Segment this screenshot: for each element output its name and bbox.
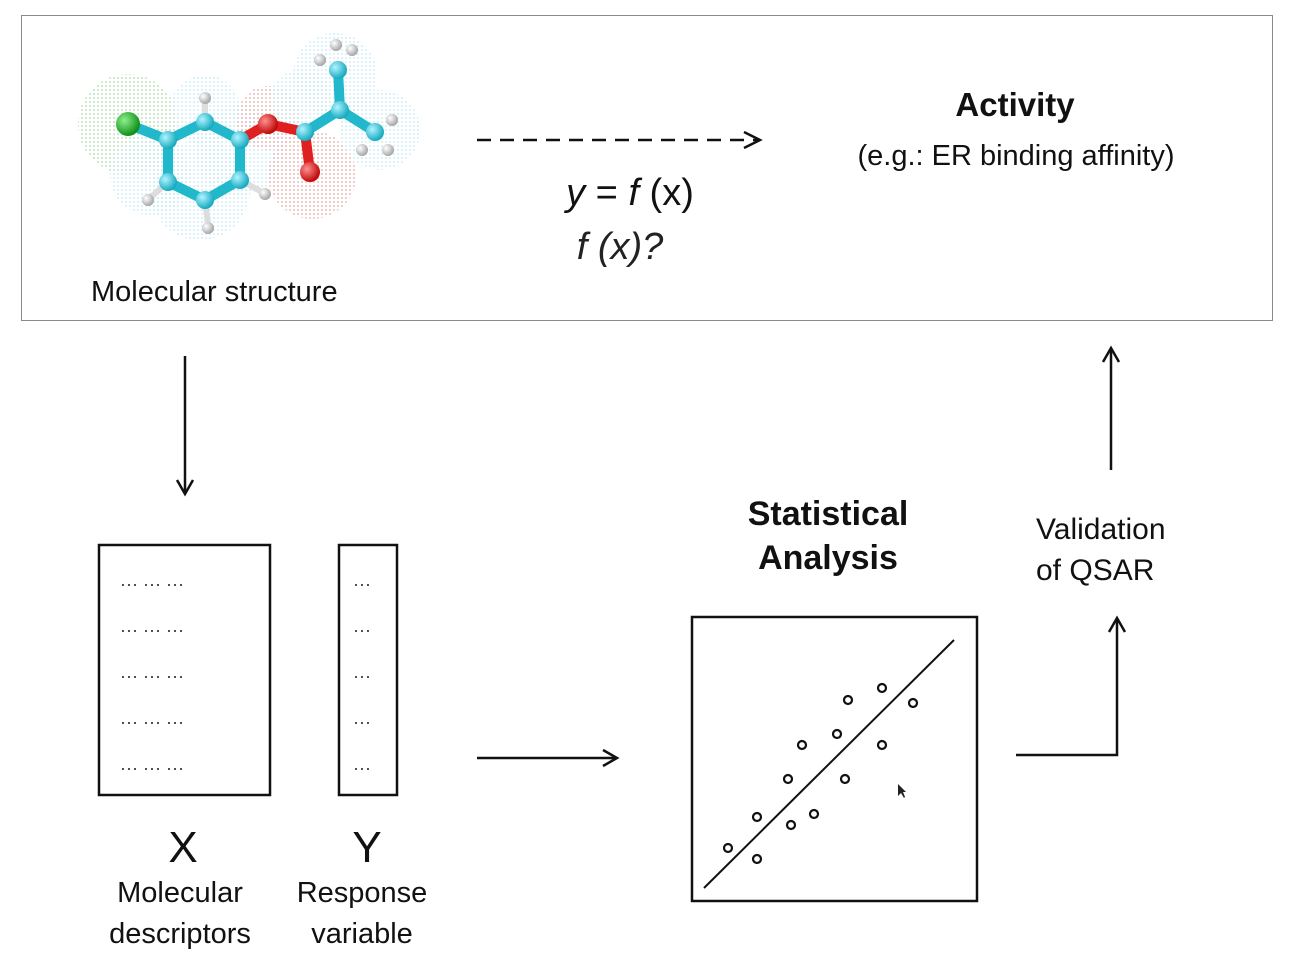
hydrogen-atom — [386, 114, 398, 126]
svg-text:···: ··· — [353, 666, 371, 686]
x-label-line-2: descriptors — [109, 918, 251, 950]
validation-label: Validation of QSAR — [1036, 509, 1166, 591]
activity-title: Activity — [955, 86, 1075, 123]
matrix-x-letter: X — [168, 823, 198, 872]
scatter-point — [907, 697, 919, 709]
mouse-cursor-icon — [898, 784, 906, 798]
equation-line-1: y = f (x) — [520, 172, 740, 215]
chlorine-atom — [116, 112, 140, 136]
svg-text:···: ··· — [353, 620, 371, 640]
hydrogen-atom — [142, 194, 154, 206]
stat-line-1: Statistical — [747, 495, 909, 533]
scatter-point — [796, 739, 808, 751]
scatter-point — [876, 682, 888, 694]
scatter-point — [722, 842, 734, 854]
svg-text:···: ··· — [353, 574, 371, 594]
svg-text:··· ··· ···: ··· ··· ··· — [120, 758, 184, 778]
dashed-arrow — [477, 130, 763, 150]
equation-line-2: f (x)? — [576, 226, 664, 268]
carbon-atom — [366, 123, 384, 141]
y-label-line-2: variable — [311, 918, 413, 950]
carbon-atom — [159, 131, 177, 149]
scatter-point — [751, 811, 763, 823]
scatter-point — [831, 728, 843, 740]
scatter-point — [876, 739, 888, 751]
svg-text:···: ··· — [353, 758, 371, 778]
carbon-atom — [159, 173, 177, 191]
statistical-analysis-title: Statistical Analysis — [700, 492, 956, 580]
matrix-y: ··· ··· ··· ··· ··· — [337, 543, 399, 797]
hydrogen-atom — [330, 39, 342, 51]
svg-text:··· ··· ···: ··· ··· ··· — [120, 666, 184, 686]
hydrogen-atom — [202, 222, 214, 234]
up-arrow — [1101, 345, 1121, 470]
validation-line-1: Validation — [1036, 513, 1166, 546]
scatter-point — [808, 808, 820, 820]
right-arrow — [477, 748, 620, 768]
svg-text:···: ··· — [353, 712, 371, 732]
elbow-arrow — [1016, 615, 1127, 757]
svg-text:··· ··· ···: ··· ··· ··· — [120, 574, 184, 594]
scatter-point — [842, 694, 854, 706]
down-arrow — [175, 356, 195, 497]
carbon-atom — [329, 61, 347, 79]
activity-subtitle: (e.g.: ER binding affinity) — [857, 140, 1175, 172]
matrix-y-label: Response variable — [276, 873, 448, 955]
molecular-structure-label: Molecular structure — [91, 276, 338, 308]
y-label-line-1: Response — [296, 877, 428, 909]
hydrogen-atom — [259, 188, 271, 200]
scatter-point — [785, 819, 797, 831]
eq-equals: = — [585, 172, 629, 214]
hydrogen-atom — [382, 144, 394, 156]
oxygen-atom — [258, 114, 278, 134]
stat-line-2: Analysis — [758, 539, 898, 577]
eq-x: (x) — [639, 172, 694, 214]
validation-line-2: of QSAR — [1036, 554, 1155, 587]
oxygen-atom — [300, 162, 320, 182]
regression-line — [703, 639, 955, 889]
x-label-line-1: Molecular — [117, 877, 243, 909]
carbon-atom — [296, 123, 314, 141]
hydrogen-atom — [346, 44, 358, 56]
molecule-atoms — [116, 39, 398, 234]
hydrogen-atom — [314, 54, 326, 66]
eq-f: f — [628, 172, 639, 214]
scatter-point — [839, 773, 851, 785]
scatter-plot — [690, 615, 979, 903]
svg-text:··· ··· ···: ··· ··· ··· — [120, 712, 184, 732]
hydrogen-atom — [199, 92, 211, 104]
scatter-point — [751, 853, 763, 865]
eq-y: y — [566, 172, 586, 214]
svg-text:··· ··· ···: ··· ··· ··· — [120, 620, 184, 640]
matrix-x: ··· ··· ··· ··· ··· ··· ··· ··· ··· ··· … — [97, 543, 272, 797]
carbon-atom — [231, 131, 249, 149]
matrix-x-label: Molecular descriptors — [84, 873, 276, 955]
carbon-atom — [231, 171, 249, 189]
carbon-atom — [196, 191, 214, 209]
hydrogen-atom — [356, 144, 368, 156]
carbon-atom — [331, 101, 349, 119]
carbon-atom — [196, 113, 214, 131]
matrix-y-letter: Y — [352, 823, 382, 872]
scatter-point — [782, 773, 794, 785]
top-panel — [21, 15, 1273, 321]
